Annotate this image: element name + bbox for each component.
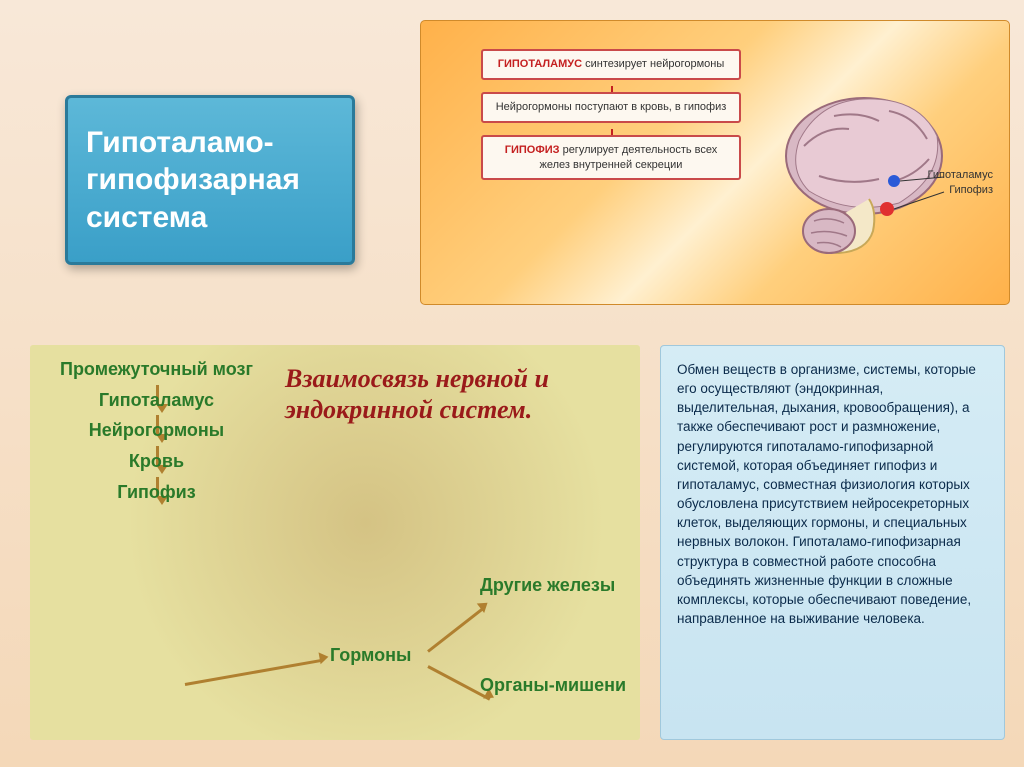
relation-panel: Взаимосвязь нервной и эндокринной систем… [30,345,640,740]
slide-title-box: Гипоталамо-гипофизарная система [65,95,355,265]
chain-node-4: Гипофиз [117,482,195,503]
description-text: Обмен веществ в организме, системы, кото… [677,362,976,626]
chain-node-1: Гипоталамус [99,390,214,411]
flow-box-2-text: Нейрогормоны поступают в кровь, в гипофи… [496,101,727,113]
brain-illustration: Гипоталамус Гипофиз [779,81,999,271]
brain-label-hypothalamus: Гипоталамус [928,169,993,181]
node-target-organs: Органы-мишени [480,675,626,696]
relation-chain: Промежуточный мозг Гипоталамус Нейрогорм… [60,355,253,506]
top-flow-panel: ГИПОТАЛАМУС синтезирует нейрогормоны Ней… [420,20,1010,305]
flow-box-3-text: регулирует деятельность всех желез внутр… [540,144,718,171]
relation-title: Взаимосвязь нервной и эндокринной систем… [285,363,615,425]
flow-box-3: ГИПОФИЗ регулирует деятельность всех жел… [481,135,741,181]
node-other-glands: Другие железы [480,575,615,596]
brain-label-hypophysis: Гипофиз [949,184,993,196]
flow-box-1: ГИПОТАЛАМУС синтезирует нейрогормоны [481,49,741,80]
chain-node-2: Нейрогормоны [89,420,224,441]
slide-title: Гипоталамо-гипофизарная система [86,124,334,237]
flow-box-3-bold: ГИПОФИЗ [505,144,560,156]
flow-box-1-text: синтезирует нейрогормоны [582,58,724,70]
diag-arrow-1-head [319,651,330,664]
node-hormony: Гормоны [330,645,411,666]
chain-node-3: Кровь [129,451,184,472]
flow-box-1-bold: ГИПОТАЛАМУС [498,58,582,70]
description-panel: Обмен веществ в организме, системы, кото… [660,345,1005,740]
flow-box-2: Нейрогормоны поступают в кровь, в гипофи… [481,92,741,123]
chain-node-0: Промежуточный мозг [60,359,253,380]
flow-column: ГИПОТАЛАМУС синтезирует нейрогормоны Ней… [471,49,751,180]
